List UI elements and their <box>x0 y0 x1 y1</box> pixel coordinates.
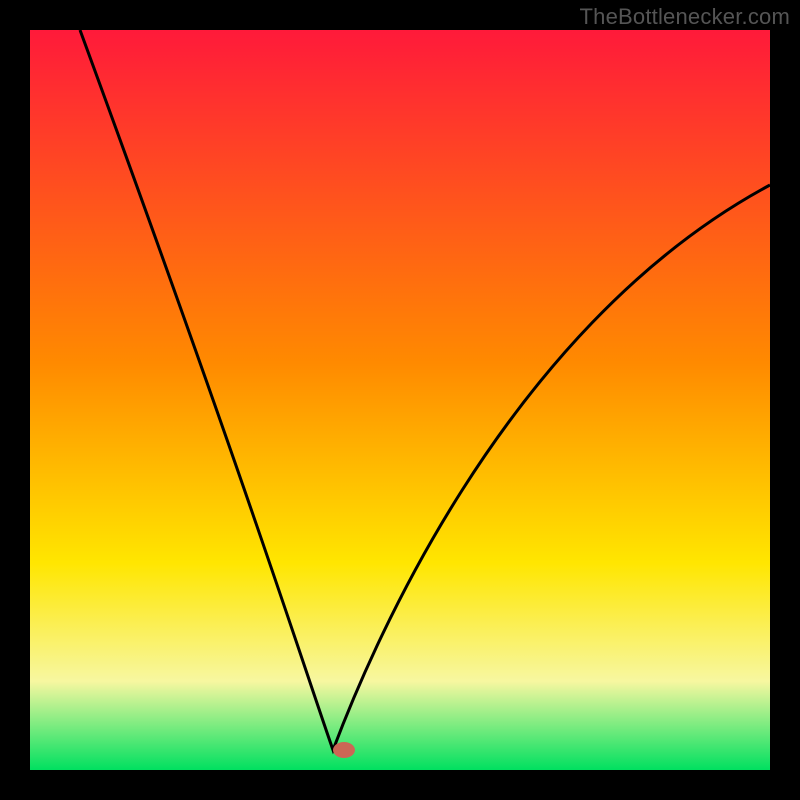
watermark-text: TheBottlenecker.com <box>580 4 790 30</box>
valley-marker <box>333 742 355 758</box>
plot-area <box>30 30 770 770</box>
plot-svg <box>30 30 770 770</box>
gradient-background <box>30 30 770 770</box>
chart-frame: TheBottlenecker.com <box>0 0 800 800</box>
